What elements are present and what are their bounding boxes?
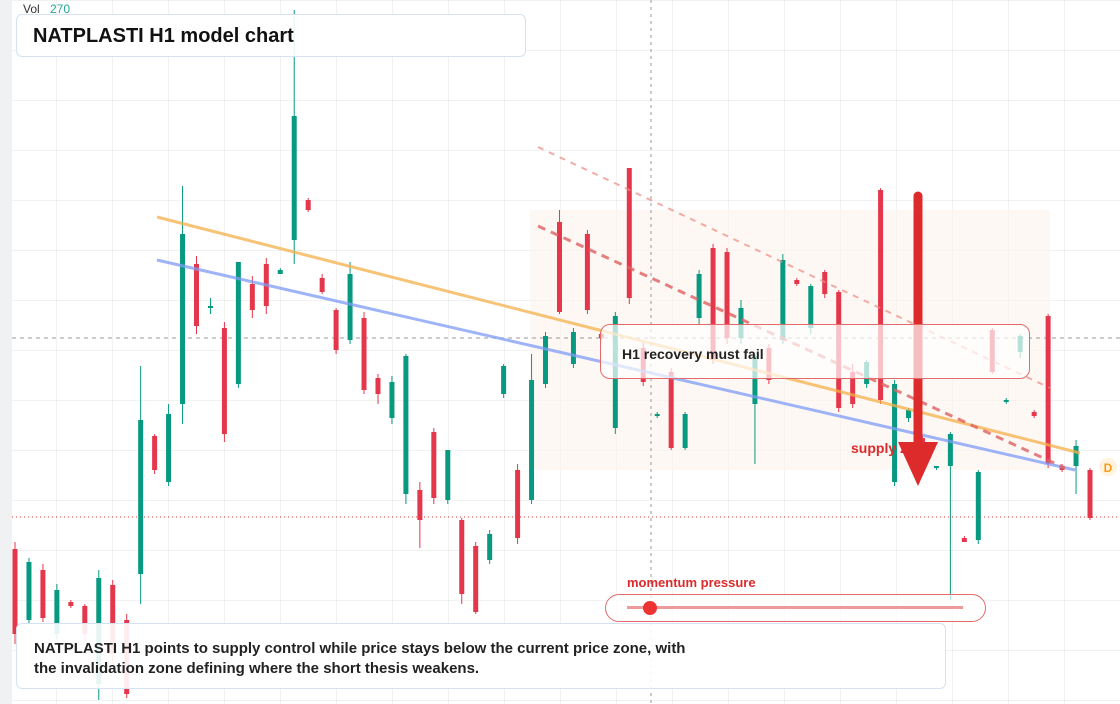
candle-body (724, 252, 730, 338)
candle-body (515, 470, 521, 538)
candle-body (459, 520, 465, 594)
candle-body (626, 168, 632, 298)
momentum-track (627, 606, 963, 609)
candle-body (738, 308, 744, 338)
candle-body (152, 436, 158, 470)
candle-body (221, 328, 227, 434)
candle-body (556, 222, 562, 312)
candle-body (26, 562, 32, 620)
candle-body (975, 472, 981, 540)
candle-body (54, 590, 60, 634)
candle-body (403, 356, 409, 494)
candle-body (933, 466, 939, 468)
candle-body (668, 372, 674, 448)
candle-body (961, 538, 967, 542)
candle-body (291, 116, 297, 240)
momentum-label: momentum pressure (627, 575, 756, 590)
candle-body (110, 585, 116, 654)
candle-body (431, 432, 437, 498)
candle-body (361, 318, 367, 390)
candle-body (850, 372, 856, 404)
zone-label: supply zone (851, 440, 932, 456)
candle-body (333, 310, 339, 350)
candle-body (947, 434, 953, 466)
volume-label: Vol (23, 2, 40, 16)
candle-body (501, 366, 507, 394)
candle-body (445, 450, 451, 500)
candle-body (780, 260, 786, 340)
candle-body (417, 490, 423, 520)
candle-body (906, 410, 912, 418)
candle-body (1031, 412, 1037, 416)
candle-body (375, 378, 381, 394)
candle-body (529, 380, 535, 500)
description-box: NATPLASTI H1 points to supply control wh… (16, 623, 946, 689)
candle-body (12, 549, 18, 634)
candle-body (138, 420, 144, 574)
candle-body (543, 336, 549, 384)
callout-box: H1 recovery must fail (600, 324, 1030, 379)
momentum-knob (643, 601, 657, 615)
candle-body (1003, 400, 1009, 402)
title-box: NATPLASTI H1 model chart (16, 14, 526, 57)
candle-body (892, 384, 898, 482)
candle-body (584, 234, 590, 310)
candle-body (207, 306, 213, 308)
candle-body (473, 546, 479, 612)
candle-body (82, 606, 88, 634)
candle-body (68, 602, 74, 606)
candle-body (570, 332, 576, 364)
candle-body (808, 286, 814, 328)
arrow-head (898, 442, 938, 486)
candle-body (347, 274, 353, 340)
candle-body (40, 570, 46, 618)
description: NATPLASTI H1 points to supply control wh… (34, 640, 686, 677)
candle-body (235, 262, 241, 384)
callout: H1 recovery must fail (622, 346, 764, 362)
candle-body (487, 534, 493, 560)
candle-body (319, 278, 325, 292)
candle-body (389, 382, 395, 418)
candle-body (180, 234, 186, 404)
candle-body (710, 248, 716, 360)
volume-value: 270 (50, 2, 70, 16)
candle-body (305, 200, 311, 210)
candle-body (1045, 316, 1051, 464)
candle-body (752, 356, 758, 404)
candle-body (1087, 470, 1093, 518)
candle-body (193, 264, 199, 326)
candle-body (682, 414, 688, 448)
channel-lower (537, 224, 1066, 470)
candle-body (249, 284, 255, 310)
left-strip (0, 0, 12, 704)
candles (12, 10, 1093, 700)
momentum-box (605, 594, 986, 622)
candle-body (794, 280, 800, 284)
candle-body (654, 414, 660, 416)
candle-body (166, 414, 172, 482)
candle-body (696, 274, 702, 318)
candle-body (277, 270, 283, 274)
candle-body (878, 190, 884, 400)
candle-body (1073, 446, 1079, 466)
badge: D (1104, 461, 1113, 475)
badge-bg (1099, 458, 1117, 476)
title: NATPLASTI H1 model chart (33, 25, 294, 47)
